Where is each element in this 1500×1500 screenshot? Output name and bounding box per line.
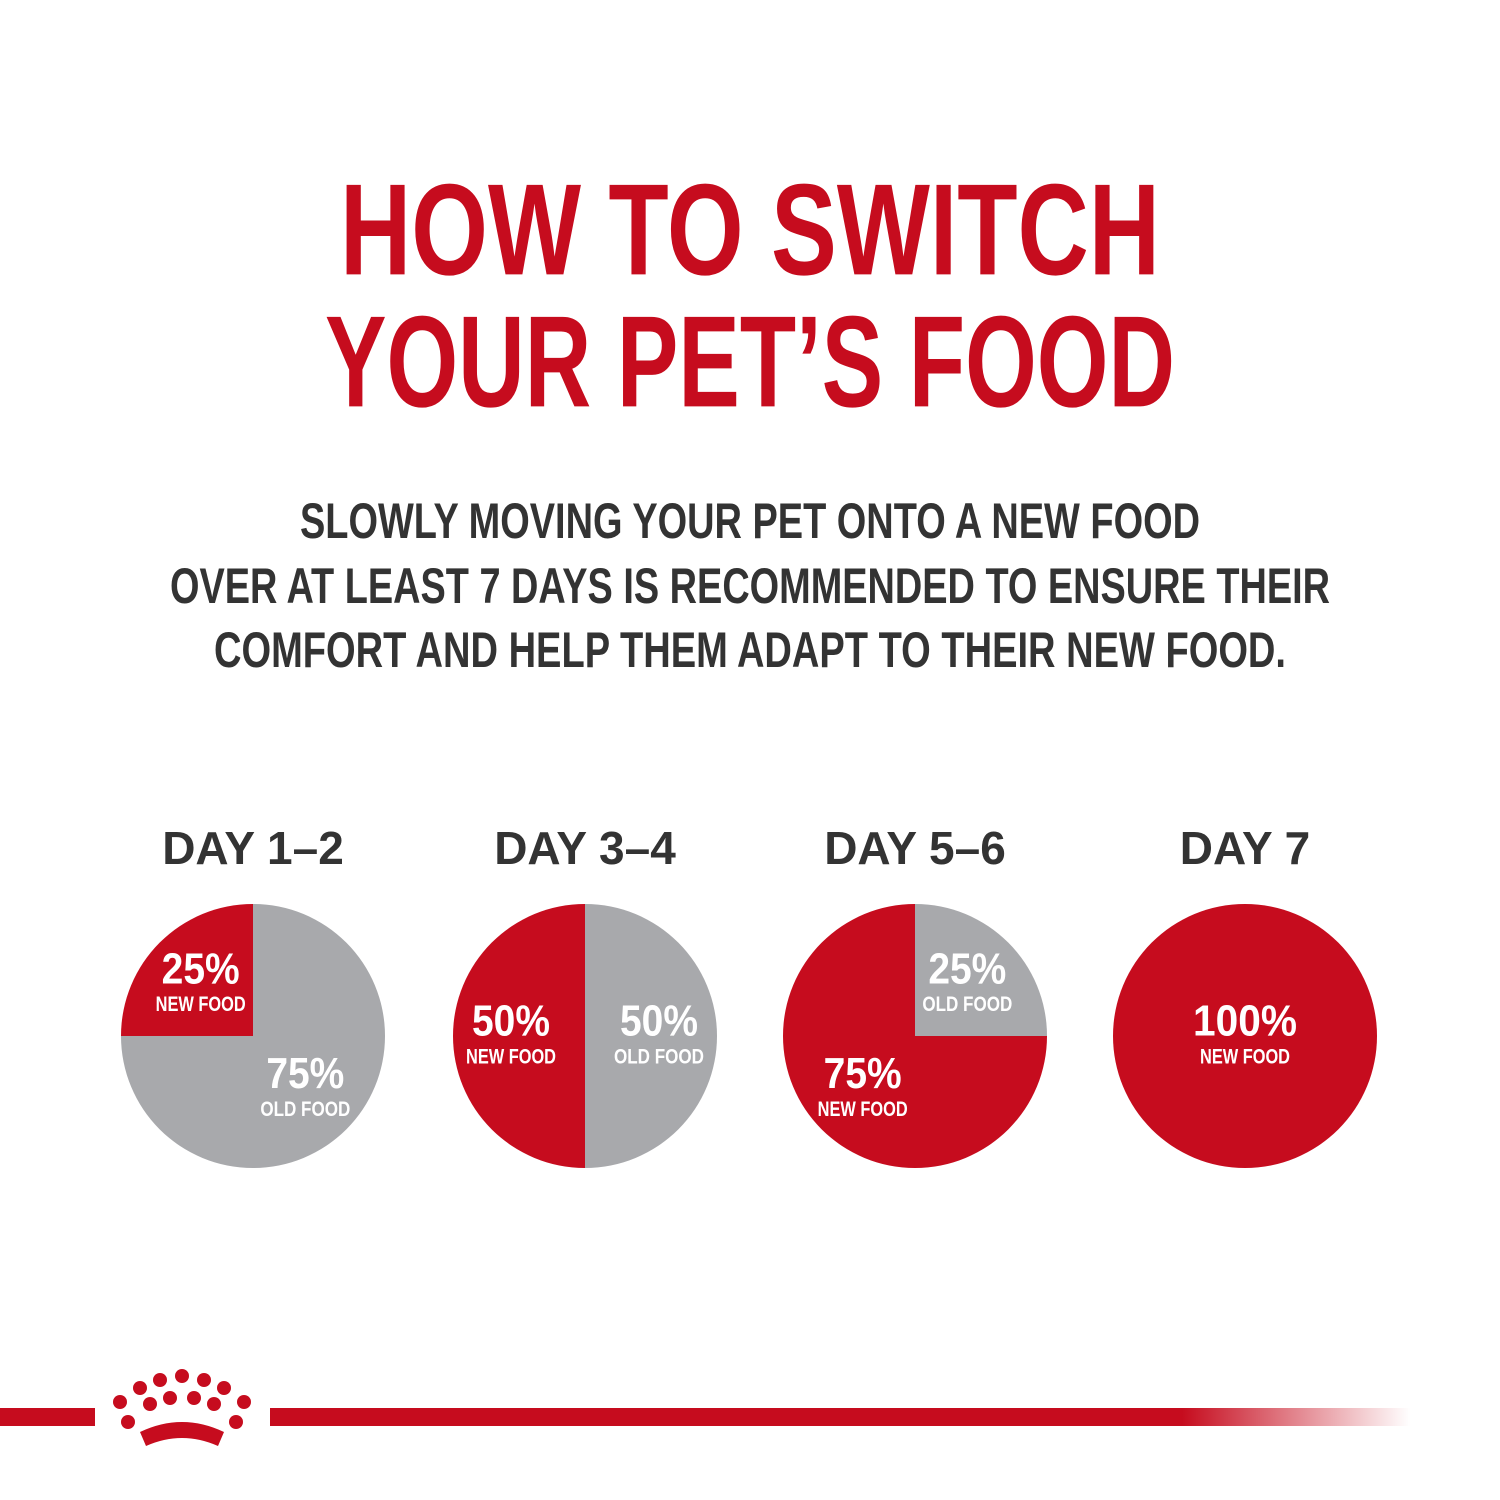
slice-category-label: NEW FOOD bbox=[1200, 1046, 1290, 1069]
day-title: DAY 3–4 bbox=[494, 822, 676, 874]
slice-value-label: 25% bbox=[162, 944, 240, 993]
slice-category-label: OLD FOOD bbox=[614, 1046, 704, 1069]
slice-value-label: 100% bbox=[1193, 997, 1297, 1046]
slice-category-label: OLD FOOD bbox=[922, 993, 1012, 1016]
crown-logo bbox=[113, 1369, 251, 1446]
footer-line bbox=[270, 1408, 1410, 1426]
footer-line bbox=[0, 1408, 95, 1426]
day-title: DAY 1–2 bbox=[162, 822, 344, 874]
day-title: DAY 5–6 bbox=[824, 822, 1006, 874]
slice-value-label: 50% bbox=[620, 997, 698, 1046]
slice-value-label: 75% bbox=[266, 1049, 344, 1098]
subtitle: COMFORT AND HELP THEM ADAPT TO THEIR NEW… bbox=[214, 622, 1286, 678]
pie-slice bbox=[121, 904, 253, 1036]
subtitle: OVER AT LEAST 7 DAYS IS RECOMMENDED TO E… bbox=[170, 558, 1330, 614]
pie-slice bbox=[585, 904, 717, 1168]
pie-slice bbox=[121, 904, 385, 1168]
slice-category-label: OLD FOOD bbox=[260, 1098, 350, 1121]
day-title: DAY 7 bbox=[1180, 822, 1310, 874]
slice-category-label: NEW FOOD bbox=[156, 993, 246, 1016]
slice-value-label: 50% bbox=[472, 997, 550, 1046]
pie-slice bbox=[1113, 904, 1377, 1168]
pie-slice bbox=[453, 904, 585, 1168]
slice-value-label: 25% bbox=[928, 944, 1006, 993]
title: YOUR PET’S FOOD bbox=[325, 288, 1175, 434]
slice-category-label: NEW FOOD bbox=[466, 1046, 556, 1069]
pie-slice bbox=[915, 904, 1047, 1036]
title: HOW TO SWITCH bbox=[340, 156, 1160, 302]
subtitle: SLOWLY MOVING YOUR PET ONTO A NEW FOOD bbox=[300, 493, 1200, 549]
slice-category-label: NEW FOOD bbox=[818, 1098, 908, 1121]
slice-value-label: 75% bbox=[824, 1049, 902, 1098]
